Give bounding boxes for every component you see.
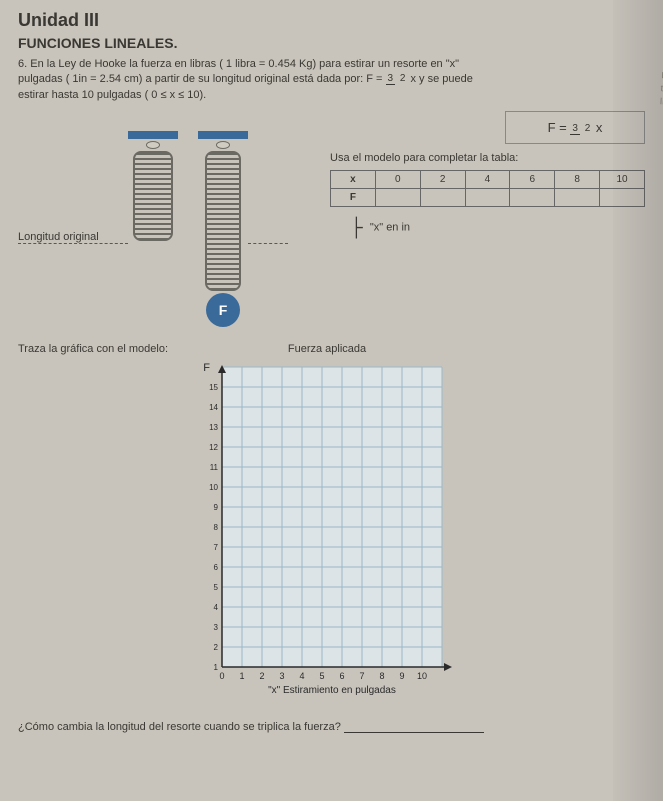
bracket-icon: ├ [350, 217, 363, 238]
x-in-label: "x" en in [370, 222, 410, 234]
svg-text:7: 7 [214, 543, 219, 552]
answer-blank [344, 732, 484, 733]
svg-text:8: 8 [379, 671, 384, 681]
unit-header: Unidad III [18, 10, 645, 31]
formula-fraction: 3 2 [570, 124, 592, 134]
svg-text:1: 1 [239, 671, 244, 681]
table-cell-empty [465, 189, 510, 207]
table-cell: 10 [600, 171, 645, 189]
fraction-num: 3 [386, 73, 396, 85]
spring-coil [133, 151, 173, 241]
problem-line2b: x y se puede [410, 73, 472, 85]
svg-text:12: 12 [209, 443, 218, 452]
svg-text:15: 15 [209, 383, 218, 392]
svg-text:F: F [203, 362, 210, 374]
svg-text:9: 9 [399, 671, 404, 681]
section-title: FUNCIONES LINEALES. [18, 35, 645, 51]
table-cell: 2 [420, 171, 465, 189]
weight-circle: F [206, 293, 240, 327]
graph-prompt: Traza la gráfica con el modelo: [18, 343, 188, 701]
svg-text:3: 3 [214, 623, 219, 632]
table-cell-empty [555, 189, 600, 207]
spring-diagram: Longitud original F [18, 111, 318, 331]
spring-top-bar [128, 131, 178, 139]
table-cell: 6 [510, 171, 555, 189]
table-cell-empty [375, 189, 420, 207]
svg-text:0: 0 [219, 671, 224, 681]
original-length-label: Longitud original [18, 231, 99, 243]
table-cell: 4 [465, 171, 510, 189]
svg-text:8: 8 [214, 523, 219, 532]
spring-coil-2 [205, 151, 241, 291]
svg-text:3: 3 [279, 671, 284, 681]
dash-line-right [248, 243, 288, 244]
svg-text:4: 4 [299, 671, 304, 681]
svg-text:6: 6 [214, 563, 219, 572]
table-prompt: Usa el modelo para completar la tabla: [330, 152, 645, 164]
question-text: ¿Cómo cambia la longitud del resorte cua… [18, 721, 341, 733]
svg-text:5: 5 [214, 583, 219, 592]
svg-text:"x" Estiramiento en pulgadas: "x" Estiramiento en pulgadas [268, 685, 396, 696]
table-cell-empty [510, 189, 555, 207]
svg-text:9: 9 [214, 503, 219, 512]
svg-text:10: 10 [209, 483, 218, 492]
formula-num: 3 [570, 123, 580, 135]
table-cell: 8 [555, 171, 600, 189]
problem-number: 6. [18, 58, 27, 70]
value-table: x 0 2 4 6 8 10 F [330, 170, 645, 207]
svg-text:14: 14 [209, 403, 218, 412]
formula-F: F = [548, 120, 567, 135]
table-cell-empty [420, 189, 465, 207]
spring-stretched: F [198, 131, 248, 329]
spring-ring [146, 141, 160, 149]
problem-fraction: 3 2 [386, 74, 408, 84]
svg-text:5: 5 [319, 671, 324, 681]
svg-text:7: 7 [359, 671, 364, 681]
problem-line1: En la Ley de Hooke la fuerza en libras (… [30, 58, 459, 70]
svg-text:13: 13 [209, 423, 218, 432]
table-header-F: F [331, 189, 376, 207]
spring-top-bar-2 [198, 131, 248, 139]
formula-x: x [596, 120, 603, 135]
graph-title: Fuerza aplicada [198, 343, 456, 355]
spring-ring-2 [216, 141, 230, 149]
svg-text:2: 2 [214, 643, 219, 652]
svg-text:10: 10 [417, 671, 427, 681]
diagram-and-table-row: Longitud original F F = 3 2 x Usa el mod… [18, 111, 645, 331]
spring-original [128, 131, 178, 241]
fraction-den: 2 [398, 73, 408, 84]
table-row-x: x 0 2 4 6 8 10 [331, 171, 645, 189]
formula-and-table: F = 3 2 x Usa el modelo para completar l… [330, 111, 645, 331]
svg-text:4: 4 [214, 603, 219, 612]
table-header-x: x [331, 171, 376, 189]
svg-text:1: 1 [214, 663, 219, 672]
problem-statement: 6. En la Ley de Hooke la fuerza en libra… [18, 57, 645, 103]
svg-text:2: 2 [259, 671, 264, 681]
formula-den: 2 [583, 123, 593, 134]
x-in-inches: ├ "x" en in [350, 217, 645, 238]
table-row-F: F [331, 189, 645, 207]
graph-container: Fuerza aplicada F15141312111098765432101… [198, 343, 456, 701]
table-cell: 0 [375, 171, 420, 189]
final-question: ¿Cómo cambia la longitud del resorte cua… [18, 721, 645, 733]
formula-box: F = 3 2 x [505, 111, 645, 144]
table-cell-empty [600, 189, 645, 207]
problem-line3: estirar hasta 10 pulgadas ( 0 ≤ x ≤ 10). [18, 89, 206, 101]
dash-line-left [18, 243, 128, 244]
graph-section: Traza la gráfica con el modelo: Fuerza a… [18, 343, 645, 701]
graph-grid: F151413121110987654321012345678910"x" Es… [198, 357, 456, 701]
svg-text:6: 6 [339, 671, 344, 681]
problem-line2a: pulgadas ( 1in = 2.54 cm) a partir de su… [18, 73, 386, 85]
svg-text:11: 11 [210, 463, 219, 472]
